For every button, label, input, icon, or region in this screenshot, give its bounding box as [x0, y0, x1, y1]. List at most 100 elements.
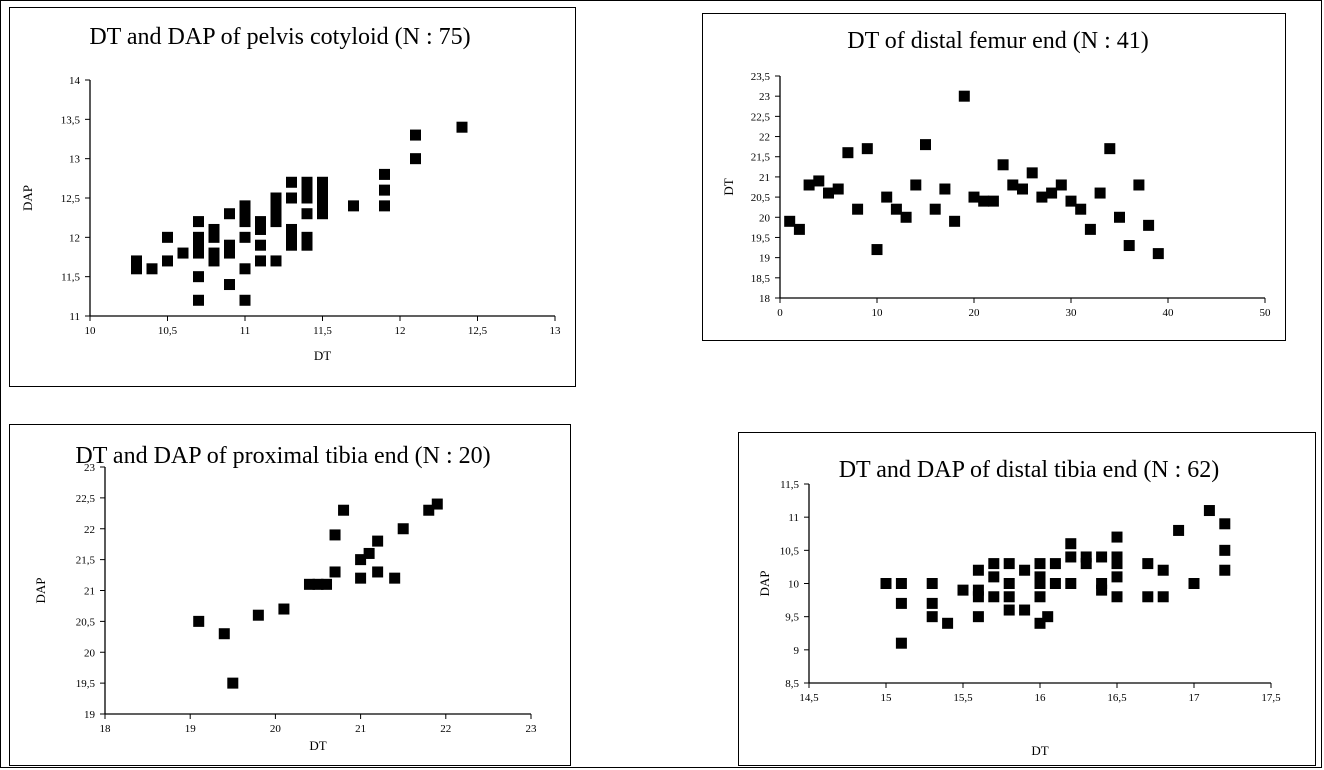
data-point: [1042, 611, 1054, 623]
data-point: [355, 554, 367, 566]
data-point: [218, 628, 230, 640]
x-tick-label: 12,5: [468, 325, 488, 337]
data-point: [939, 183, 951, 195]
data-point: [303, 578, 315, 590]
y-tick-label: 9,5: [785, 612, 799, 624]
data-point: [255, 239, 266, 251]
data-point: [1065, 551, 1077, 563]
data-point: [988, 571, 1000, 583]
data-point: [162, 255, 173, 267]
y-tick-label: 20,5: [751, 192, 771, 204]
data-point: [239, 208, 251, 220]
data-point: [1049, 578, 1061, 589]
y-tick-label: 11,5: [780, 479, 799, 491]
data-point: [1034, 571, 1046, 583]
data-point: [239, 231, 251, 243]
data-point: [193, 216, 204, 228]
data-point: [389, 572, 401, 584]
data-point: [1019, 604, 1031, 616]
data-point: [270, 255, 282, 267]
x-tick-label: 17,5: [1261, 692, 1281, 704]
data-point: [958, 90, 970, 102]
y-tick-label: 14: [69, 75, 81, 87]
data-point: [972, 564, 984, 576]
data-point: [1094, 187, 1106, 199]
y-tick-label: 10,5: [780, 545, 800, 557]
data-point: [239, 200, 251, 212]
data-point: [972, 591, 984, 603]
data-point: [1111, 591, 1123, 603]
x-tick-label: 0: [777, 307, 783, 319]
data-point: [1046, 187, 1058, 199]
data-point: [1114, 211, 1125, 223]
chart-title: DT and DAP of pelvis cotyloid (N : 75): [89, 24, 470, 50]
data-point: [379, 184, 390, 196]
data-point: [224, 247, 235, 259]
data-point: [1065, 578, 1077, 589]
data-point: [278, 603, 290, 615]
data-point: [1080, 558, 1092, 570]
data-point: [286, 192, 297, 204]
y-axis-label: DAP: [757, 570, 772, 596]
data-point: [1096, 551, 1108, 563]
data-point: [208, 231, 220, 243]
x-tick-label: 17: [1189, 692, 1201, 704]
y-tick-label: 18: [759, 293, 771, 305]
data-point: [270, 200, 282, 212]
data-point: [372, 566, 384, 578]
data-point: [410, 153, 421, 165]
scatter-chart-distal-femur: DT of distal femur end (N : 41) 18 18,5 19 1…: [721, 28, 1271, 319]
data-point: [227, 677, 239, 689]
data-point: [1049, 558, 1061, 570]
data-point: [301, 176, 313, 188]
x-tick-label: 10: [85, 325, 97, 337]
data-point: [823, 187, 834, 199]
data-point: [1096, 584, 1108, 596]
chart-panel-distal-femur: DT of distal femur end (N : 41) 18 18,5 19 1…: [702, 13, 1286, 341]
data-point: [193, 615, 205, 627]
x-tick-label: 10: [872, 307, 884, 319]
data-point: [987, 195, 999, 207]
y-tick-label: 23: [759, 91, 771, 103]
data-point: [881, 191, 893, 203]
data-point: [871, 244, 883, 256]
data-point: [920, 139, 931, 151]
data-point: [1034, 591, 1046, 603]
data-point: [338, 504, 350, 516]
data-point: [890, 203, 902, 215]
chart-panel-distal-tibia: DT and DAP of distal tibia end (N : 62) 8…: [738, 432, 1316, 766]
data-point: [1075, 203, 1087, 215]
data-point: [972, 611, 984, 623]
data-point: [317, 176, 328, 188]
data-point: [317, 192, 328, 204]
x-axis-label: DT: [314, 348, 331, 363]
data-point: [423, 504, 435, 516]
y-tick-label: 8,5: [785, 678, 799, 690]
data-point: [456, 121, 468, 133]
y-tick-label: 20: [759, 212, 771, 224]
data-point: [286, 239, 297, 251]
data-point: [1219, 564, 1231, 576]
x-axis-label: DT: [309, 738, 326, 753]
chart-title: DT and DAP of distal tibia end (N : 62): [839, 457, 1220, 483]
data-point: [895, 578, 907, 589]
y-tick-label: 12,5: [61, 193, 81, 205]
data-point: [317, 208, 328, 220]
y-tick-label: 19: [84, 709, 96, 721]
data-point: [803, 179, 815, 191]
data-point: [895, 637, 907, 649]
y-tick-label: 19: [759, 253, 771, 265]
data-point: [301, 184, 313, 196]
data-point: [301, 208, 313, 220]
data-point: [193, 239, 204, 251]
data-point: [861, 143, 873, 155]
data-point: [372, 535, 384, 547]
data-point: [880, 578, 892, 589]
y-tick-label: 22,5: [76, 493, 96, 505]
x-tick-label: 10,5: [158, 325, 178, 337]
data-point: [1003, 558, 1015, 570]
data-point: [1017, 183, 1028, 195]
data-point: [1219, 518, 1231, 530]
data-point: [1065, 538, 1077, 550]
y-axis-label: DAP: [20, 185, 35, 211]
